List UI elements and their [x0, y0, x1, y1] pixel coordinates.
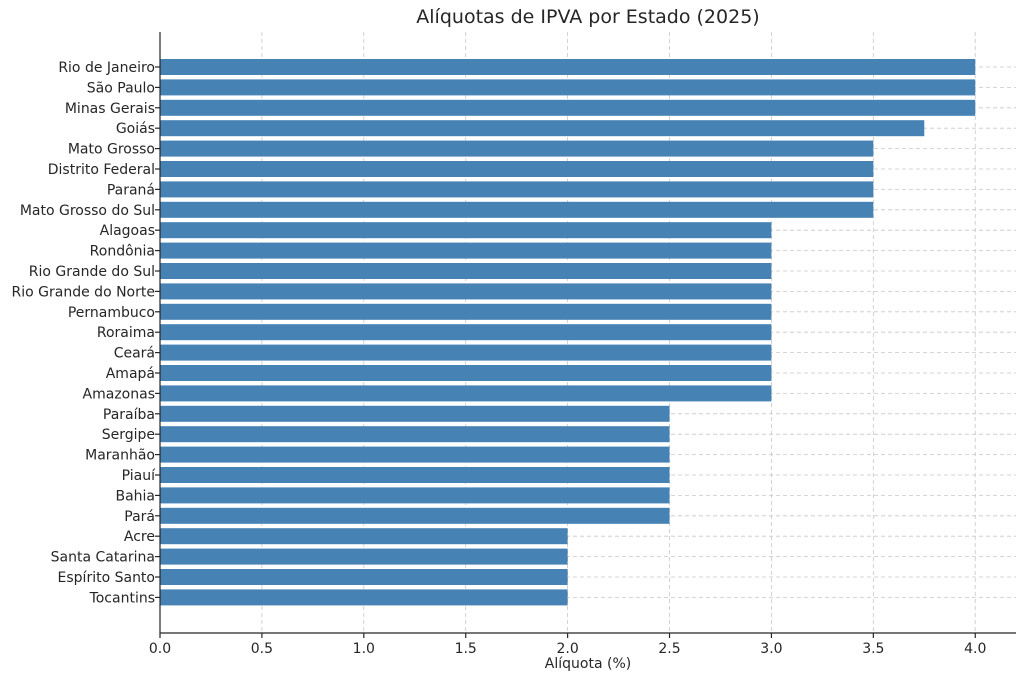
- category-label: Maranhão: [85, 448, 155, 464]
- category-label: Piauí: [122, 468, 156, 484]
- bar: [160, 548, 568, 565]
- x-tick-label: 1.5: [455, 641, 477, 657]
- category-label: Distrito Federal: [48, 162, 155, 178]
- x-axis-label: Alíquota (%): [545, 656, 631, 672]
- category-label: Tocantins: [89, 590, 155, 606]
- category-label: Espírito Santo: [58, 570, 155, 586]
- bar: [160, 487, 670, 504]
- bar: [160, 365, 772, 381]
- bar: [160, 589, 568, 606]
- category-label: Alagoas: [100, 223, 155, 239]
- category-label: Amapá: [106, 366, 155, 382]
- x-tick-label: 0.5: [251, 641, 273, 657]
- category-label: Mato Grosso do Sul: [20, 203, 155, 219]
- category-label: Minas Gerais: [65, 101, 155, 117]
- category-label: Santa Catarina: [51, 550, 155, 566]
- x-tick-label: 2.0: [556, 641, 578, 657]
- bar: [160, 385, 772, 402]
- bar: [160, 507, 670, 524]
- x-tick-label: 2.5: [658, 641, 680, 657]
- bar: [160, 446, 670, 463]
- category-label: Roraima: [97, 325, 155, 341]
- category-label: Ceará: [114, 346, 155, 362]
- bar: [160, 426, 670, 443]
- x-tick-label: 4.0: [964, 641, 986, 657]
- category-label: São Paulo: [87, 80, 155, 96]
- x-tick-label: 0.0: [149, 641, 171, 657]
- category-label: Rio Grande do Norte: [12, 284, 155, 300]
- bar: [160, 467, 670, 483]
- bar: [160, 181, 874, 198]
- bar: [160, 201, 874, 218]
- bar: [160, 161, 874, 177]
- category-label: Mato Grosso: [68, 142, 155, 158]
- bar: [160, 528, 568, 545]
- bar: [160, 59, 976, 75]
- category-label: Amazonas: [83, 386, 155, 402]
- category-label: Pernambuco: [68, 305, 155, 321]
- bar: [160, 99, 976, 116]
- category-label: Goiás: [116, 121, 155, 137]
- bar: [160, 569, 568, 585]
- category-label: Paraná: [107, 182, 155, 198]
- bar: [160, 344, 772, 361]
- bar: [160, 283, 772, 300]
- bar: [160, 324, 772, 341]
- category-label: Bahia: [115, 488, 155, 504]
- category-label: Rio de Janeiro: [58, 60, 155, 76]
- x-ticks: 0.0 0.5 1.0 1.5 2.0 2.5 3.0 3.5 4.0: [149, 633, 986, 657]
- y-category-labels: Rio de Janeiro São Paulo Minas Gerais Goiás…: [12, 60, 160, 606]
- bars: [160, 59, 976, 606]
- category-label: Rio Grande do Sul: [29, 264, 155, 280]
- x-tick-label: 3.0: [760, 641, 782, 657]
- category-label: Sergipe: [102, 427, 155, 443]
- bar: [160, 140, 874, 157]
- bar: [160, 222, 772, 239]
- bar: [160, 263, 772, 279]
- bar: [160, 405, 670, 422]
- x-tick-label: 1.0: [353, 641, 375, 657]
- category-label: Paraíba: [103, 407, 155, 423]
- category-label: Acre: [124, 529, 155, 545]
- category-label: Rondônia: [90, 244, 155, 260]
- chart-title: Alíquotas de IPVA por Estado (2025): [416, 6, 759, 28]
- category-label: Pará: [124, 509, 155, 525]
- bar: [160, 242, 772, 259]
- bar: [160, 120, 925, 137]
- bar: [160, 303, 772, 320]
- bar: [160, 79, 976, 96]
- x-tick-label: 3.5: [862, 641, 884, 657]
